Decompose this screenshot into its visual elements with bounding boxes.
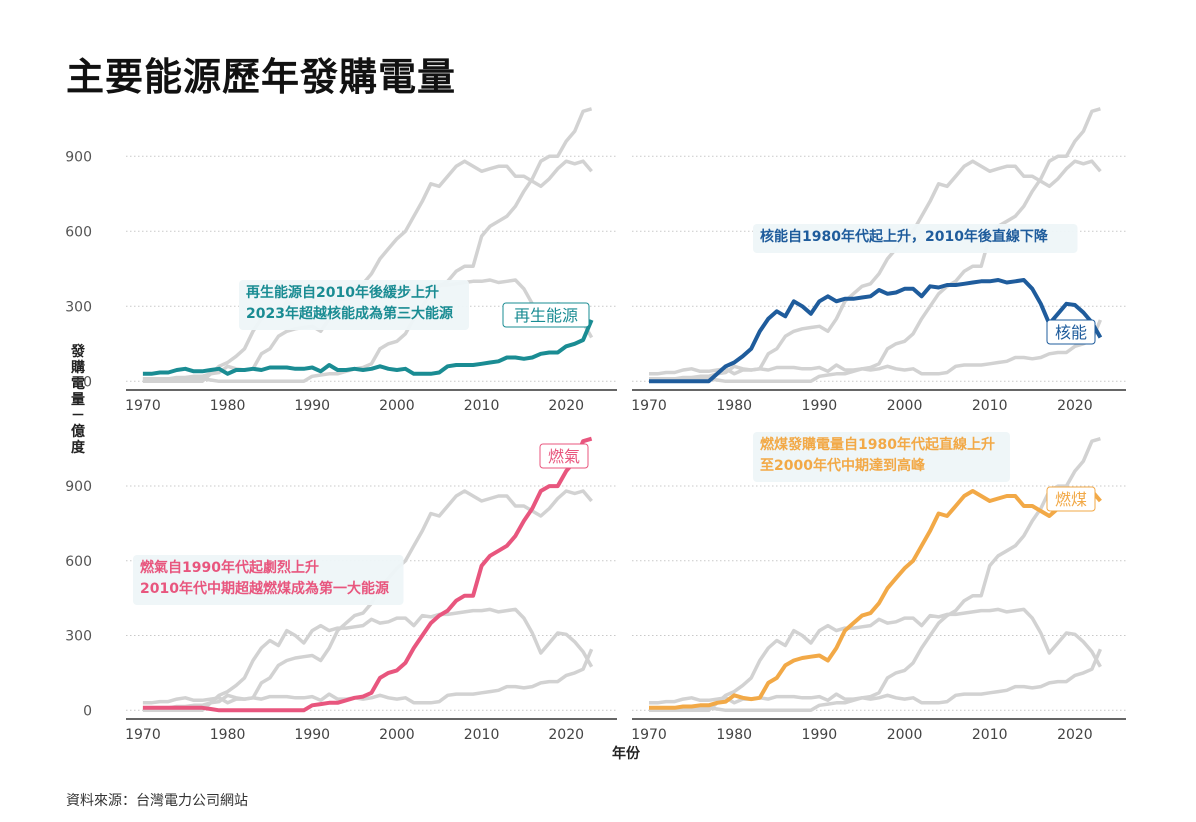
- background-line-coal: [142, 489, 593, 710]
- y-tick-label: 300: [65, 299, 92, 315]
- x-tick-label: 1980: [716, 398, 752, 414]
- x-axis-title: 年份: [612, 745, 641, 762]
- y-tick-label: 0: [83, 703, 92, 719]
- series-label: 燃氣: [548, 447, 580, 466]
- y-axis-title: 發購電量－億度: [70, 343, 86, 456]
- series-label-box: [1046, 486, 1096, 512]
- background-line-nuclear: [649, 607, 1102, 713]
- background-line-nuclear: [142, 607, 594, 713]
- x-tick-label: 2000: [887, 398, 923, 414]
- x-tick-label: 2010: [972, 398, 1008, 414]
- annotation-box: [239, 280, 469, 330]
- background-line-coal: [142, 159, 593, 381]
- highlight-line-gas: [142, 436, 593, 713]
- source-note: 資料來源：台灣電力公司網站: [66, 793, 248, 809]
- background-line-gas: [649, 437, 1101, 713]
- x-tick-label: 1970: [125, 398, 161, 414]
- x-tick-label: 2020: [548, 727, 584, 743]
- x-tick-label: 1990: [294, 727, 330, 743]
- x-tick-label: 2010: [464, 727, 500, 743]
- y-axis-title-char: 電: [71, 375, 85, 392]
- annotation-text: 核能自1980年代起上升，2010年後直線下降: [760, 228, 1049, 245]
- background-line-coal: [649, 159, 1102, 381]
- annotation-text: 燃氣自1990年代起劇烈上升: [140, 559, 319, 576]
- annotation-text: 再生能源自2010年後緩步上升: [246, 284, 439, 301]
- annotation-box: [753, 432, 1010, 482]
- x-tick-label: 1980: [210, 398, 246, 414]
- y-axis-title-char: 度: [71, 439, 86, 456]
- x-tick-label: 2020: [548, 398, 584, 414]
- panel-renewable: 0 300 600 900 1970 1980 1990 2000 2010 2020 再生能源 再生…: [65, 107, 617, 414]
- background-line-gas: [649, 107, 1101, 384]
- panel-coal: 0300600900197019801990200020102020燃煤燃煤發購…: [631, 432, 1126, 743]
- x-tick-label: 1970: [631, 398, 667, 414]
- chart-title: 主要能源歷年發購電量: [66, 55, 457, 99]
- x-tick-label: 1970: [631, 727, 667, 743]
- x-tick-label: 1980: [716, 727, 752, 743]
- x-tick-label: 2020: [1057, 727, 1093, 743]
- background-line-gas: [142, 107, 593, 384]
- y-tick-label: 600: [65, 554, 92, 570]
- y-axis-title-char: 購: [70, 359, 85, 376]
- y-tick-label: 600: [65, 224, 92, 240]
- annotation-box: [133, 555, 404, 605]
- y-axis-title-char: 量: [71, 392, 85, 408]
- highlight-line-coal: [649, 489, 1102, 710]
- x-tick-label: 1990: [294, 398, 330, 414]
- y-axis-title-char: 發: [70, 343, 86, 360]
- highlight-line-nuclear: [649, 278, 1103, 384]
- x-tick-label: 2020: [1057, 398, 1093, 414]
- x-tick-label: 1990: [802, 727, 838, 743]
- highlight-line-renewable: [142, 319, 594, 376]
- series-label-box: [502, 302, 590, 328]
- x-tick-label: 1980: [210, 727, 246, 743]
- x-tick-label: 1970: [125, 727, 161, 743]
- x-tick-label: 2010: [464, 398, 500, 414]
- x-tick-label: 1990: [802, 398, 838, 414]
- y-tick-label: 0: [83, 374, 92, 390]
- y-axis-title-char: 億: [71, 423, 85, 440]
- x-tick-label: 2000: [887, 727, 923, 743]
- y-axis-title-char: －: [71, 408, 85, 424]
- x-tick-label: 2010: [972, 727, 1008, 743]
- series-label-box: [1046, 319, 1096, 345]
- x-tick-label: 2000: [379, 398, 415, 414]
- panel-gas: 0 300 600 900 1970 1980 1990 2000 2010 2020 燃氣燃氣自1…: [65, 436, 617, 743]
- y-tick-label: 900: [65, 479, 92, 495]
- series-label-box: [539, 443, 589, 469]
- panel-nuclear: 0300600900197019801990200020102020核能核能自1…: [631, 107, 1126, 414]
- annotation-text: 至2000年代中期達到高峰: [760, 457, 926, 474]
- annotation-box: [753, 224, 1078, 253]
- annotation-text: 2023年超越核能成為第三大能源: [246, 305, 453, 322]
- annotation-text: 燃煤發購電量自1980年代起直線上升: [760, 436, 995, 453]
- series-label: 再生能源: [514, 306, 578, 325]
- y-tick-label: 300: [65, 629, 92, 645]
- series-label: 核能: [1055, 323, 1087, 342]
- y-tick-label: 900: [65, 149, 92, 165]
- x-tick-label: 2000: [379, 727, 415, 743]
- series-label: 燃煤: [1055, 490, 1087, 509]
- annotation-text: 2010年代中期超越燃煤成為第一大能源: [140, 580, 389, 597]
